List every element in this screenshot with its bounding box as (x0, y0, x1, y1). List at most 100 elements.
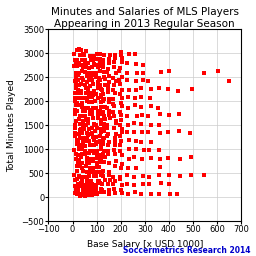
Point (134, 139, 138, 143)
Point (103, 178, 107, 182)
Point (102, 53, 106, 57)
Point (120, 104, 124, 108)
Point (139, 95, 143, 100)
Point (77, 71, 81, 75)
Point (80, 69, 84, 73)
Point (156, 86, 161, 90)
Point (85, 187, 89, 191)
Point (112, 187, 116, 191)
Point (80, 152, 84, 156)
Point (114, 159, 118, 164)
Point (76, 96, 80, 100)
Point (77, 184, 81, 188)
Point (112, 82, 116, 87)
Point (120, 96, 124, 100)
Point (118, 92, 122, 96)
Point (80, 105, 84, 110)
Point (106, 182, 110, 186)
Point (76, 161, 80, 165)
Point (96, 113, 100, 117)
Point (83, 192, 87, 196)
Point (79, 181, 83, 185)
Point (76, 138, 80, 143)
Point (83, 70, 87, 74)
Point (149, 192, 153, 196)
Point (72, 99, 77, 103)
Point (73, 191, 77, 195)
Point (92, 148, 96, 153)
Point (81, 109, 85, 113)
Point (140, 157, 144, 161)
Point (117, 78, 121, 82)
Point (78, 164, 82, 168)
Point (107, 170, 111, 174)
Point (126, 106, 130, 110)
Point (77, 174, 81, 178)
Point (79, 63, 83, 67)
Point (92, 138, 96, 143)
Point (80, 161, 84, 165)
Point (81, 123, 85, 127)
Point (80, 179, 84, 183)
Point (120, 60, 124, 64)
Point (99, 122, 103, 126)
Point (106, 109, 111, 113)
Point (103, 83, 107, 87)
Point (91, 106, 95, 110)
Point (140, 130, 144, 134)
Point (114, 132, 118, 136)
Point (96, 109, 100, 113)
Point (112, 65, 116, 69)
Point (74, 74, 78, 79)
Point (157, 192, 162, 196)
Point (83, 106, 87, 110)
Point (84, 184, 89, 188)
Point (73, 112, 78, 116)
Point (102, 97, 106, 101)
Point (83, 144, 87, 148)
Point (139, 105, 143, 109)
Point (108, 116, 112, 120)
Point (149, 87, 153, 91)
Point (92, 122, 96, 126)
Point (78, 136, 82, 140)
Point (84, 87, 88, 91)
Point (76, 91, 80, 95)
Point (82, 53, 87, 57)
Point (77, 143, 81, 147)
Point (108, 178, 112, 182)
Point (87, 66, 91, 70)
Point (90, 126, 94, 131)
Point (202, 71, 206, 76)
Point (87, 151, 91, 155)
Point (85, 74, 89, 78)
Point (91, 166, 95, 170)
Point (85, 131, 89, 135)
Point (72, 148, 76, 152)
Point (90, 159, 94, 163)
Point (73, 122, 77, 126)
Point (92, 143, 96, 147)
Point (83, 109, 87, 113)
Point (166, 87, 170, 91)
Point (118, 82, 122, 86)
Point (105, 70, 109, 74)
Point (77, 192, 81, 196)
Point (120, 190, 124, 195)
Point (90, 100, 94, 104)
Point (157, 165, 162, 169)
Point (167, 182, 171, 186)
Point (95, 165, 99, 169)
Point (83, 118, 88, 122)
Point (96, 116, 100, 120)
Point (146, 79, 151, 83)
Point (98, 112, 102, 116)
Point (146, 114, 150, 119)
Point (81, 52, 85, 56)
Point (95, 126, 99, 130)
Point (106, 149, 110, 153)
Point (81, 169, 85, 173)
Point (101, 142, 105, 146)
Point (100, 138, 104, 142)
Point (98, 69, 102, 73)
